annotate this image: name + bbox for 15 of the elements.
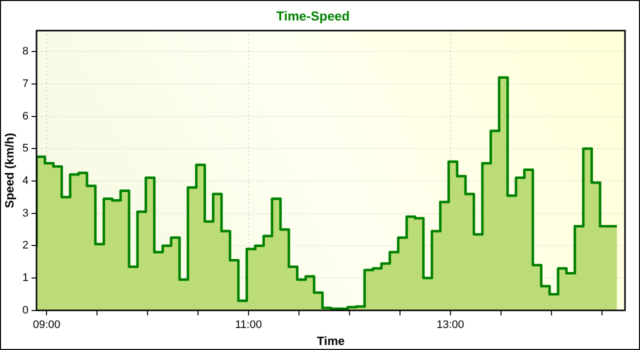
chart-title: Time-Speed [276, 8, 350, 24]
y-tick-label: 6 [22, 110, 29, 122]
y-tick-label: 2 [22, 240, 29, 252]
y-tick-label: 5 [22, 142, 29, 155]
x-tick-label: 09:00 [32, 319, 60, 332]
y-tick-label: 1 [22, 272, 29, 284]
y-tick-label: 0 [22, 304, 29, 316]
x-tick-label: 11:00 [235, 319, 262, 332]
x-tick-label: 13:00 [436, 319, 464, 332]
y-tick-label: 3 [22, 207, 29, 220]
y-tick-label: 4 [22, 175, 29, 188]
x-axis-title: Time [316, 334, 345, 348]
y-tick-label: 8 [22, 46, 29, 58]
y-axis-title: Speed (km/h) [2, 132, 17, 208]
y-tick-label: 7 [22, 78, 29, 90]
